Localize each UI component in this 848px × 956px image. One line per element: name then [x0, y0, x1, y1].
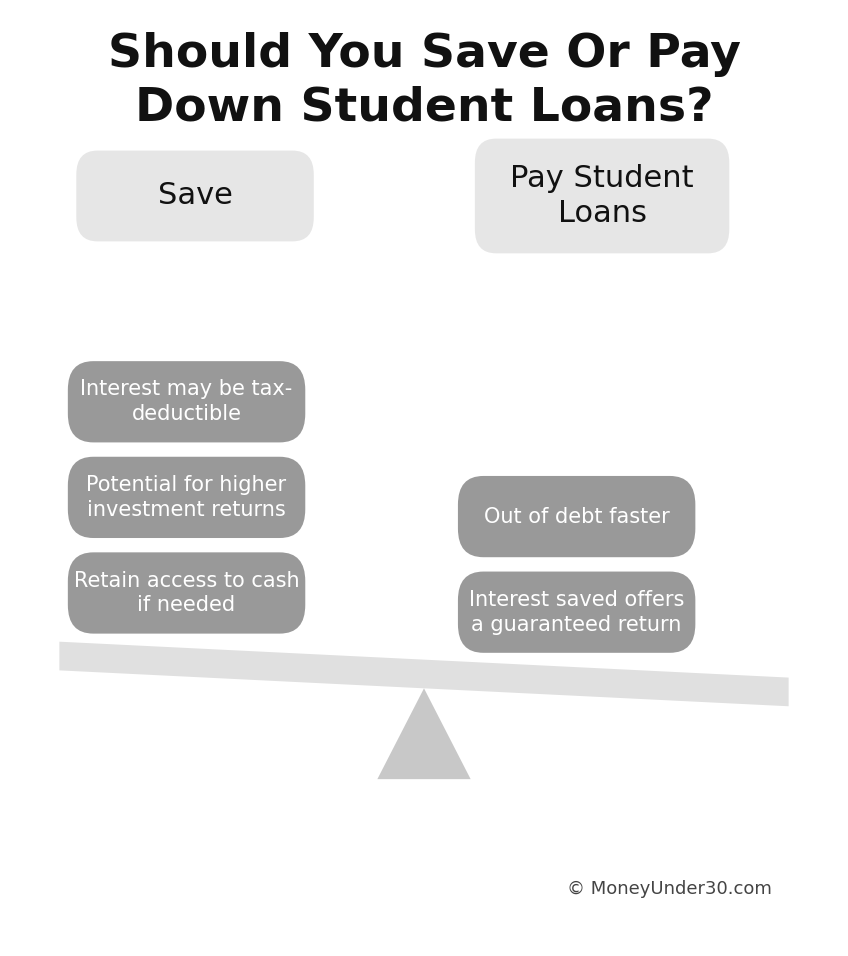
Text: Save: Save — [158, 182, 232, 210]
FancyBboxPatch shape — [458, 572, 695, 653]
Text: Interest may be tax-
deductible: Interest may be tax- deductible — [81, 380, 293, 424]
FancyBboxPatch shape — [458, 476, 695, 557]
Polygon shape — [377, 688, 471, 779]
FancyBboxPatch shape — [76, 150, 314, 242]
Text: Potential for higher
investment returns: Potential for higher investment returns — [86, 475, 287, 520]
Text: © MoneyUnder30.com: © MoneyUnder30.com — [567, 880, 773, 898]
FancyBboxPatch shape — [68, 457, 305, 538]
FancyBboxPatch shape — [68, 553, 305, 634]
Text: Interest saved offers
a guaranteed return: Interest saved offers a guaranteed retur… — [469, 590, 684, 635]
Text: Out of debt faster: Out of debt faster — [483, 507, 670, 527]
Text: Retain access to cash
if needed: Retain access to cash if needed — [74, 571, 299, 616]
Text: Pay Student
Loans: Pay Student Loans — [510, 163, 694, 228]
Text: Should You Save Or Pay
Down Student Loans?: Should You Save Or Pay Down Student Loan… — [108, 32, 740, 131]
Polygon shape — [59, 641, 789, 706]
FancyBboxPatch shape — [68, 361, 305, 443]
FancyBboxPatch shape — [475, 139, 729, 253]
